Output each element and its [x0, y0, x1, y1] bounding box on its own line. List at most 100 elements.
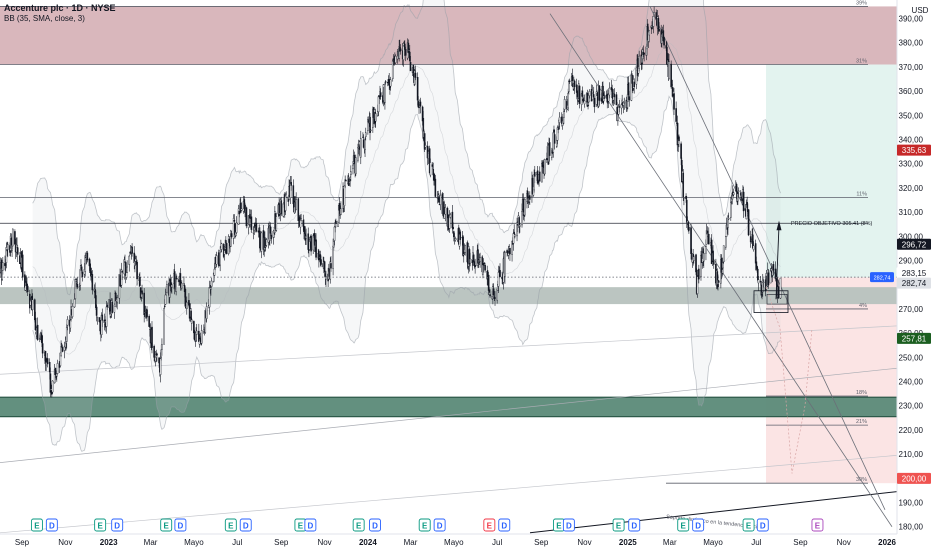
candle-body [712, 250, 714, 262]
candle-body [676, 122, 679, 146]
candle-body [200, 330, 203, 344]
candle-body [330, 263, 332, 269]
x-tick-label: Jul [492, 538, 502, 547]
candle-body [66, 319, 69, 326]
indicator-legend[interactable]: BB (35, SMA, close, 3) [4, 14, 85, 24]
candle-body [623, 102, 626, 104]
y-tick-label: 340,00 [899, 136, 924, 145]
candle-body [384, 81, 387, 83]
candle-body [270, 234, 273, 240]
event-marker-E [94, 518, 107, 532]
candle-body [598, 85, 601, 101]
candle-body [225, 243, 228, 255]
event-label: D [372, 522, 378, 531]
candle-body [777, 286, 780, 299]
candle-body [620, 104, 623, 109]
candle-body [340, 208, 342, 215]
candle-body [519, 224, 521, 227]
candle-body [11, 228, 14, 247]
candle-body [712, 261, 715, 265]
candle-body [21, 254, 24, 278]
candle-body [300, 218, 302, 221]
x-tick-label: 2025 [619, 538, 637, 547]
event-marker-D [369, 518, 381, 532]
candle-body [533, 172, 536, 177]
candle-body [61, 346, 64, 352]
y-tick-label: 180,00 [899, 523, 924, 532]
event-label: E [556, 522, 562, 531]
target-arrow-line [775, 225, 780, 300]
bollinger-upper-line [32, 0, 781, 296]
candle-body [295, 199, 297, 211]
candle-body [89, 263, 91, 272]
candle-body [514, 234, 516, 237]
candle-body [399, 48, 402, 51]
symbol-title[interactable]: Accenture plc · 1D · NYSE [4, 3, 116, 13]
candle-body [265, 239, 268, 246]
y-tick-label: 240,00 [899, 378, 924, 387]
candle-body [220, 243, 223, 250]
candle-body [48, 361, 51, 373]
candle-body [240, 208, 243, 211]
candle-body [51, 380, 54, 393]
y-tick-label: 290,00 [899, 257, 924, 266]
candle-body [49, 373, 52, 393]
candle-body [722, 245, 725, 263]
candle-body [278, 203, 280, 217]
candle-body [613, 93, 616, 98]
x-tick-label: Mar [144, 538, 158, 547]
candle-body [280, 200, 283, 215]
candle-body [693, 256, 695, 261]
x-tick-label: 2023 [100, 538, 118, 547]
candle-body [359, 138, 362, 158]
candle-body [757, 279, 760, 284]
candle-body [404, 49, 407, 56]
x-axis-background [0, 534, 932, 550]
event-label: D [631, 522, 637, 531]
candle-body [553, 134, 556, 144]
candle-body [36, 324, 39, 340]
candle-body [31, 299, 34, 310]
candle-body [230, 233, 233, 238]
event-marker-E [483, 518, 496, 532]
event-marker-E [352, 518, 365, 532]
candle-body [474, 265, 476, 268]
risk-projection-zone [766, 277, 897, 484]
candle-body [552, 132, 555, 153]
event-marker-E [677, 518, 690, 532]
trendline-3 [529, 491, 898, 534]
candle-body [126, 266, 128, 273]
event-marker-D [756, 518, 769, 532]
candle-body [489, 294, 491, 297]
y-tick-label: 190,00 [899, 499, 924, 508]
candle-body [567, 92, 569, 109]
candle-body [56, 363, 59, 374]
y-tick-label: 320,00 [899, 184, 924, 193]
y-tick-label: 310,00 [899, 208, 924, 217]
event-label: D [437, 522, 443, 531]
x-tick-label: Sep [15, 538, 30, 547]
event-marker-D [433, 518, 446, 532]
candle-body [345, 179, 347, 182]
candle-body [698, 268, 700, 280]
x-tick-label: 2024 [359, 538, 377, 547]
x-tick-label: Jul [751, 538, 761, 547]
price-label-4: 257,81 [902, 334, 927, 343]
candle-body [434, 178, 437, 197]
candle-body [479, 257, 481, 263]
event-label: D [49, 522, 55, 531]
candle-body [305, 235, 307, 239]
x-tick-label: Sep [274, 538, 289, 547]
candle-body [529, 195, 531, 200]
event-marker-D [628, 518, 641, 532]
y-tick-label: 390,00 [899, 15, 924, 24]
x-tick-label: 2026 [878, 538, 896, 547]
candle-body [320, 259, 322, 265]
candle-body [663, 37, 665, 46]
candle-body [752, 245, 755, 250]
candle-body [499, 270, 501, 277]
candle-body [101, 314, 104, 321]
candle-body [439, 194, 442, 205]
